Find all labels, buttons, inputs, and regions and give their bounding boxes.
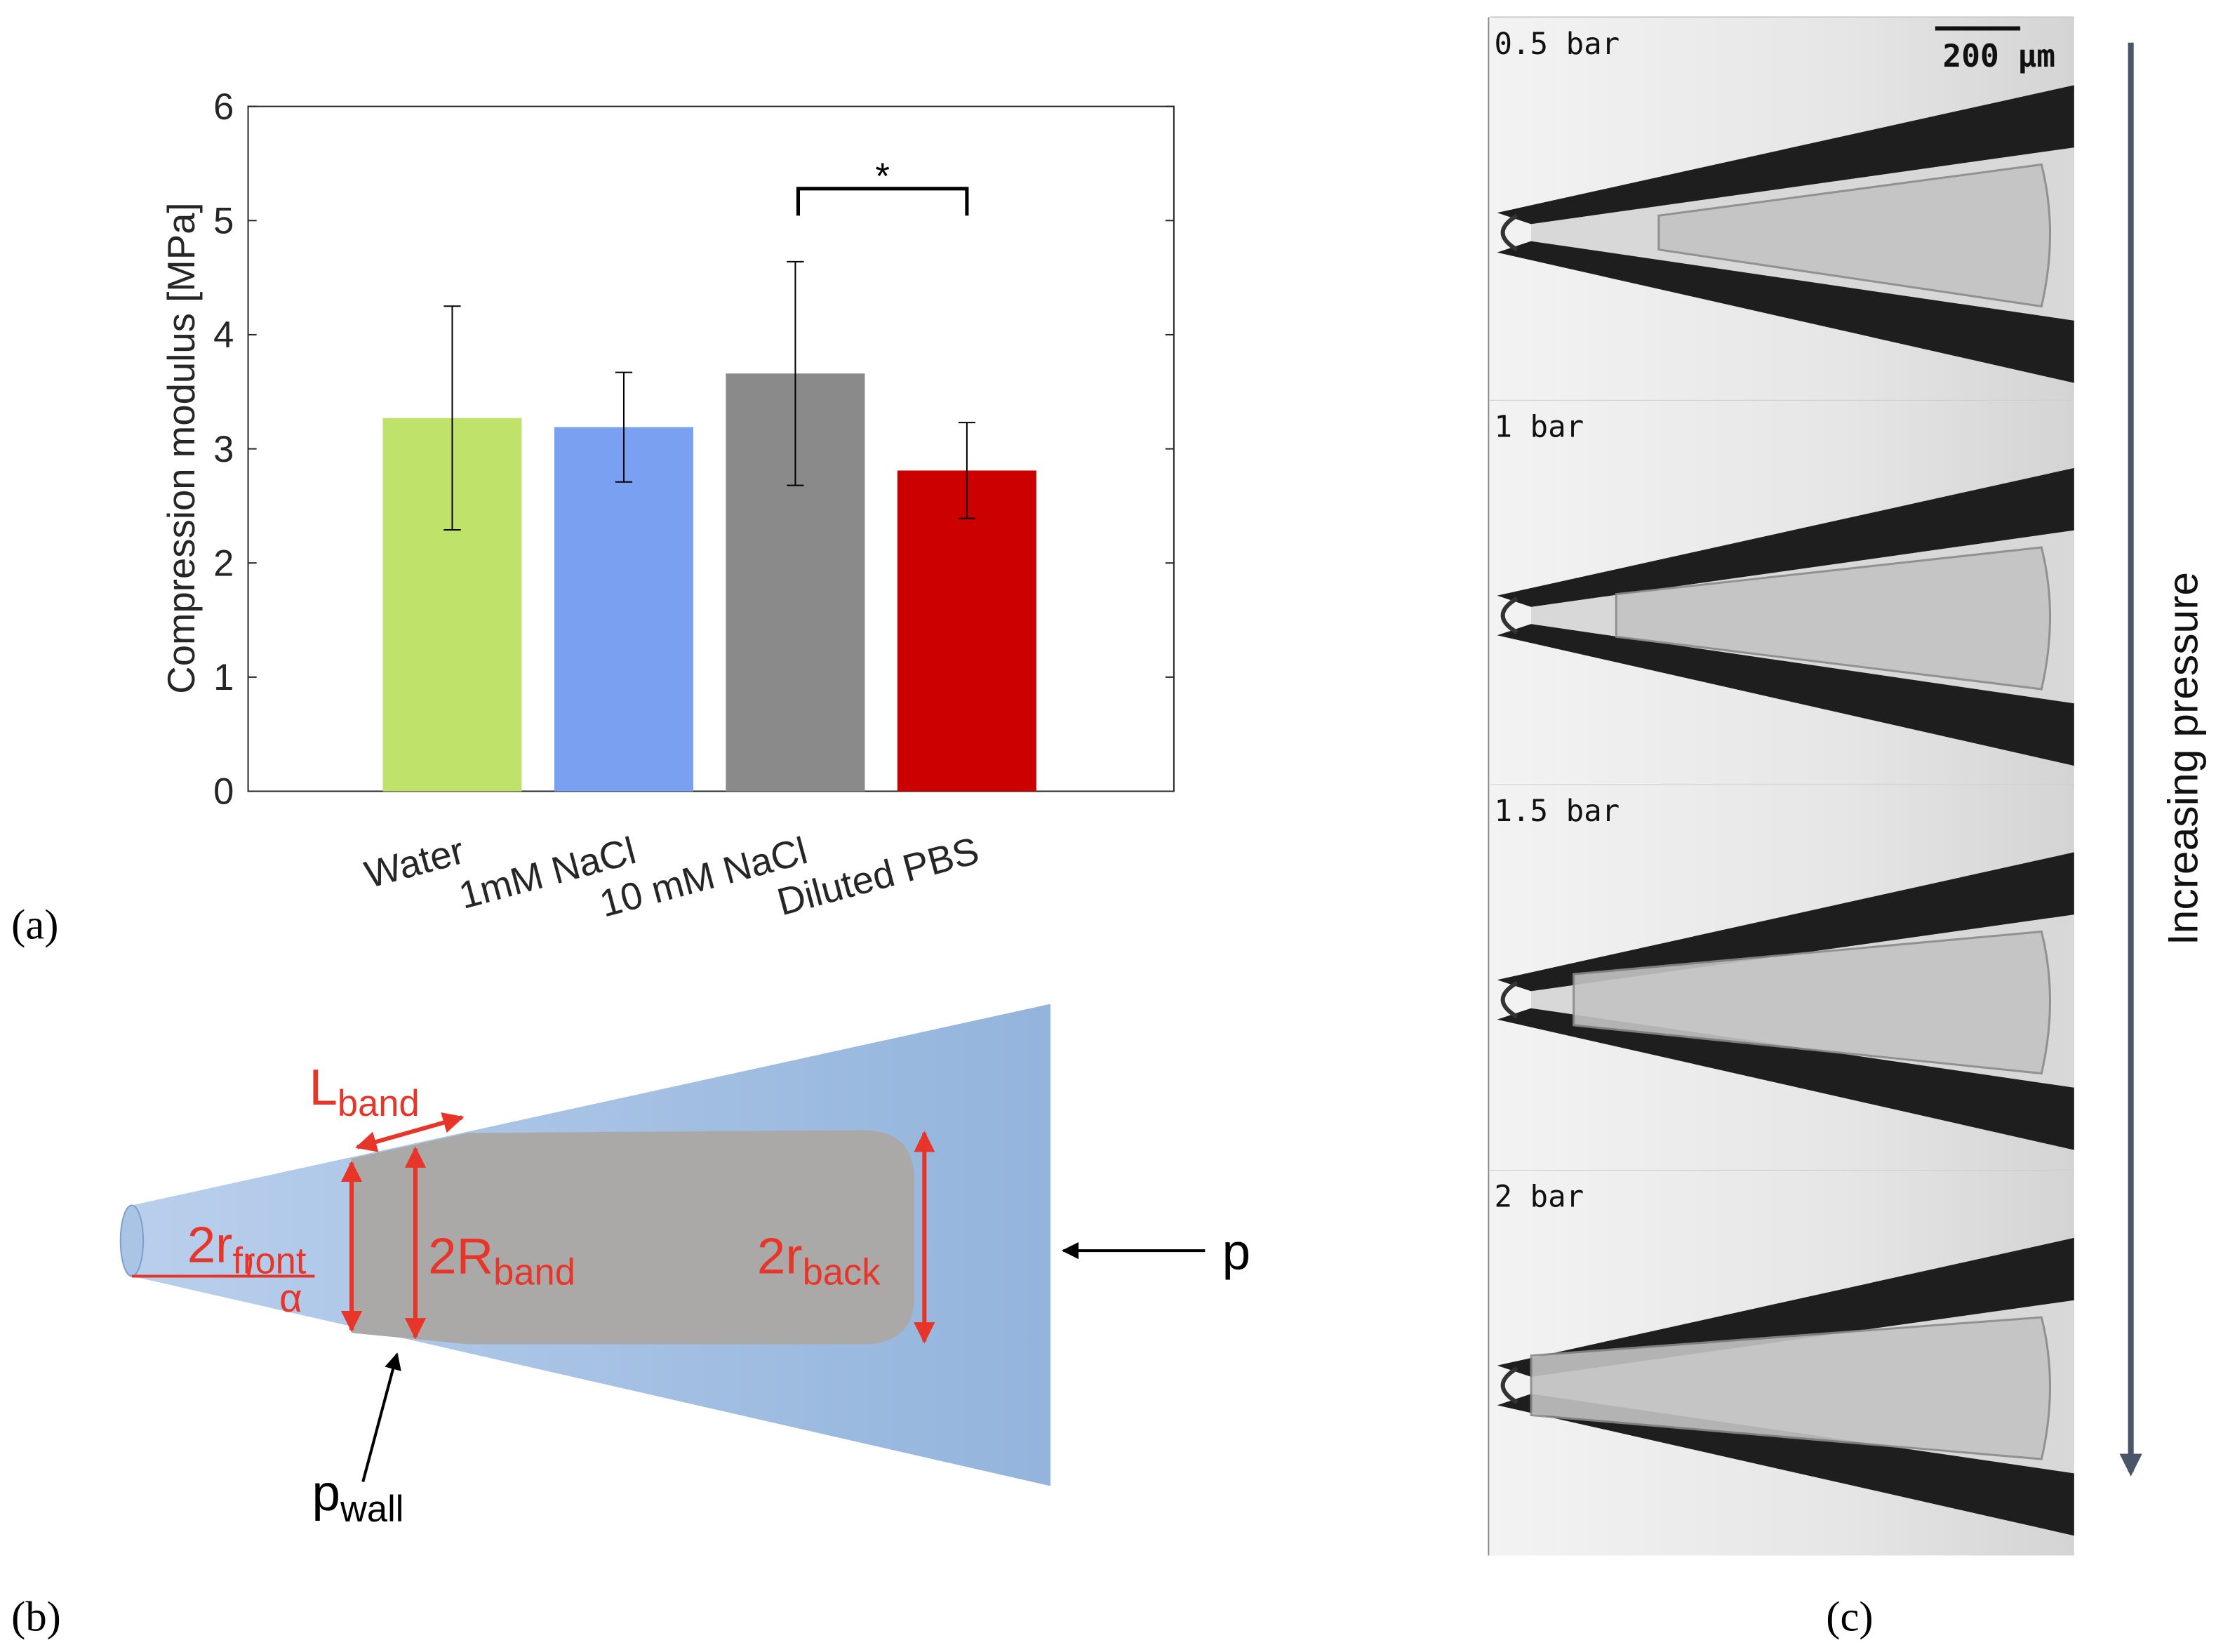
panel-label: (a) [11, 902, 58, 949]
label: pwall [312, 1465, 403, 1530]
y-tick-label: 6 [213, 86, 234, 128]
micrograph [1490, 399, 2074, 785]
sample [352, 1130, 915, 1345]
pipette-tip [1500, 213, 1518, 252]
bar-chart: Compression modulus [MPa] 0123456Water1m… [160, 86, 1175, 926]
label-sub: wall [340, 1488, 403, 1530]
y-tick-label: 1 [213, 657, 234, 698]
y-tick-label: 5 [213, 200, 234, 241]
panel-label: (c) [1826, 1594, 1873, 1641]
sample [1573, 930, 2051, 1075]
pressure-label: 1 bar [1495, 410, 1584, 444]
y-axis-label: Compression modulus [MPa] [160, 202, 203, 693]
significance-label: * [875, 156, 889, 197]
scale-bar-label: 200 μm [1943, 39, 2056, 74]
label-sub: band [338, 1083, 420, 1124]
diagram: Lband 2rfront 2Rband 2rback α p pwall [119, 1004, 1250, 1530]
pipette-wall [1497, 1008, 2074, 1150]
pipette-tip [1500, 597, 1518, 634]
y-tick-label: 0 [213, 771, 234, 813]
sample [1657, 163, 2051, 308]
micrograph [1490, 1168, 2074, 1556]
label-main: L [309, 1059, 337, 1116]
pipette-wall [1497, 1237, 2074, 1377]
y-tick-label: 2 [213, 542, 234, 584]
pipette-wall [1497, 852, 2074, 992]
angle-arc [246, 1254, 253, 1277]
label: 2Rband [428, 1227, 575, 1293]
arrow-label: Increasing pressure [2159, 572, 2207, 945]
pipette-wall [1497, 624, 2074, 766]
cone-tip [119, 1204, 145, 1277]
panel-label: (b) [11, 1594, 61, 1641]
label-sub: band [493, 1252, 575, 1293]
pipette-wall [1497, 241, 2074, 383]
label-main: 2r [757, 1227, 803, 1284]
label: p [1222, 1223, 1250, 1280]
pipette-tip [1500, 980, 1518, 1019]
bar [554, 427, 693, 792]
label-main: 2r [187, 1216, 233, 1273]
significance-bracket [796, 187, 969, 216]
pressure-label: 1.5 bar [1495, 794, 1620, 829]
label-sub: front [232, 1240, 306, 1281]
x-tick-label: Water [360, 829, 468, 896]
bar [897, 470, 1036, 792]
pipette-wall [1497, 1394, 2074, 1536]
pressure-label: 2 bar [1495, 1180, 1584, 1214]
micrograph [1490, 783, 2074, 1170]
label: 2rfront [187, 1216, 307, 1281]
label: 2rback [757, 1227, 881, 1293]
micrograph [1490, 16, 2074, 400]
label-main: p [312, 1465, 340, 1521]
y-tick-label: 4 [213, 314, 234, 356]
pressure-label: 0.5 bar [1495, 27, 1620, 62]
y-tick-label: 3 [213, 429, 234, 470]
wall-arrow [361, 1352, 401, 1482]
dimension-arrow [355, 1112, 465, 1152]
label-main: 2R [428, 1227, 493, 1284]
sample [1530, 1316, 2051, 1460]
pipette-wall [1497, 85, 2074, 225]
micrographs: Increasing pressure 0.5 bar 1 bar 1.5 bar 2… [1488, 16, 2207, 1556]
label: Lband [309, 1059, 419, 1124]
label: α [279, 1276, 302, 1320]
pipette-tip [1500, 1366, 1518, 1404]
pipette-wall [1497, 467, 2074, 607]
sample [1615, 546, 2051, 691]
label-sub: back [803, 1252, 881, 1293]
